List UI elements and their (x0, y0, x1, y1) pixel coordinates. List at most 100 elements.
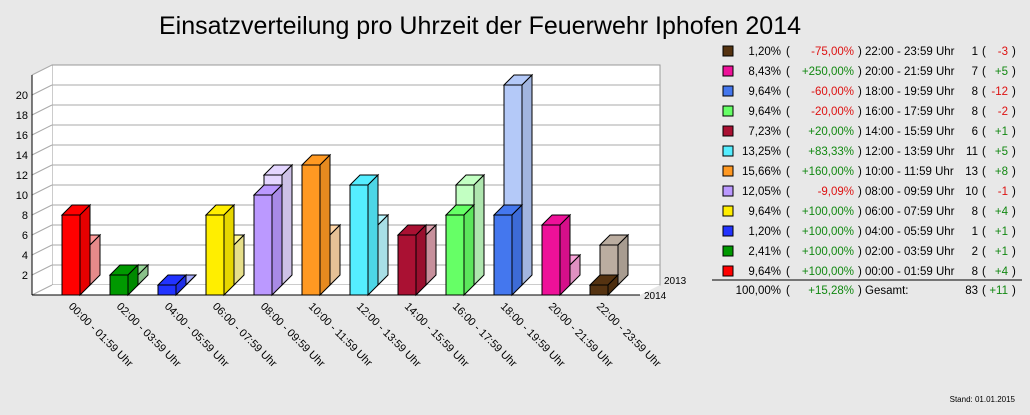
footer-date: Stand: 01.01.2015 (950, 395, 1016, 404)
legend-percent: 1,20% (748, 46, 781, 58)
legend-diff: -3 (998, 46, 1008, 58)
legend-diff: +1 (995, 126, 1008, 138)
y-tick-label: 16 (16, 130, 28, 142)
legend-paren: ) (1012, 106, 1016, 118)
bar-2014-side (415, 223, 427, 297)
legend-count: 13 (965, 166, 978, 178)
legend-paren: ) (1012, 146, 1016, 158)
legend-percent: 9,64% (748, 266, 781, 278)
bar-2014-side (559, 213, 571, 297)
legend-range: 04:00 - 05:59 Uhr (865, 226, 955, 238)
legend-change: -20,00% (811, 106, 854, 118)
legend-count: 11 (966, 146, 978, 158)
bar-2014-front (301, 164, 321, 296)
legend-count: 8 (972, 206, 978, 218)
series-label-2014: 2014 (644, 291, 667, 302)
grid-diagonal (31, 144, 53, 156)
bar-2014-front (493, 214, 513, 296)
legend-paren: ( (982, 246, 986, 258)
bar-2014-side (319, 153, 331, 297)
bar-2014-side (127, 263, 139, 297)
legend-paren: ( (786, 285, 790, 297)
bar-2014-side (607, 273, 619, 297)
legend-paren: ( (982, 66, 986, 78)
legend-paren: ( (982, 86, 986, 98)
legend-range: 14:00 - 15:59 Uhr (865, 126, 955, 138)
legend-paren: ) (1012, 66, 1016, 78)
legend-count: 10 (965, 186, 978, 198)
legend-paren: ( (786, 66, 790, 78)
legend-change: +250,00% (802, 66, 854, 78)
chart-title: Einsatzverteilung pro Uhrzeit der Feuerw… (159, 12, 801, 40)
bar-2014-side (367, 173, 379, 297)
legend-row: 9,64%(-60,00%) 18:00 - 19:59 Uhr 8(-12) (722, 85, 1016, 98)
bar-2013-side (521, 73, 533, 287)
grid-diagonal (31, 124, 53, 136)
legend-paren: ( (982, 166, 986, 178)
legend-paren: ) (858, 46, 862, 58)
bar-2014 (108, 263, 140, 297)
legend-range: 02:00 - 03:59 Uhr (865, 246, 955, 258)
legend-paren: ) (1012, 166, 1016, 178)
legend-paren: ( (982, 106, 986, 118)
legend-change: -60,00% (811, 86, 854, 98)
legend-percent: 100,00% (736, 285, 781, 297)
legend-paren: ( (786, 106, 790, 118)
legend-swatch (722, 145, 734, 157)
bar-2014-front (541, 224, 561, 296)
legend-swatch (722, 105, 734, 117)
bar-2014-side (223, 203, 235, 297)
legend-percent: 9,64% (748, 86, 781, 98)
grid-diagonal (31, 264, 53, 276)
y-tick-label: 8 (22, 210, 28, 222)
legend-paren: ( (786, 186, 790, 198)
legend-percent: 1,20% (748, 226, 781, 238)
bar-2013-side (473, 173, 485, 287)
bar-2014 (540, 213, 572, 297)
bar-2014-front (61, 214, 81, 296)
legend-row: 1,20%(+100,00%) 04:00 - 05:59 Uhr 1(+1) (722, 225, 1016, 238)
series-label-2013: 2013 (664, 276, 687, 287)
legend-paren: ) (858, 206, 862, 218)
legend-diff: +11 (989, 285, 1008, 297)
legend-count: 1 (972, 46, 978, 58)
legend-paren: ( (786, 166, 790, 178)
bar-2014-front (349, 184, 369, 296)
legend-diff: +4 (995, 206, 1009, 218)
bar-2014-front (445, 214, 465, 296)
legend-paren: ( (786, 126, 790, 138)
legend-total: 100,00%(+15,28%) Gesamt: 83(+11) (736, 285, 1016, 297)
legend-percent: 2,41% (748, 246, 781, 258)
grid-diagonal (31, 284, 53, 296)
bar-2014-side (271, 183, 283, 297)
y-tick-label: 2 (22, 270, 28, 282)
legend-paren: ) (1012, 46, 1016, 58)
legend-change: +20,00% (808, 126, 854, 138)
legend-count: 6 (972, 126, 978, 138)
bar-2014 (588, 273, 620, 297)
legend-change: +160,00% (802, 166, 854, 178)
legend-swatch (722, 225, 734, 237)
legend-paren: ( (982, 46, 986, 58)
legend-row: 9,64%(+100,00%) 00:00 - 01:59 Uhr 8(+4) (722, 265, 1016, 278)
legend-paren: ( (982, 266, 986, 278)
bar-2014-front (157, 284, 177, 296)
grid-diagonal (31, 244, 53, 256)
legend-paren: ) (858, 186, 862, 198)
legend-paren: ( (982, 206, 986, 218)
legend-paren: ) (858, 266, 862, 278)
bar-2014-front (589, 284, 609, 296)
bar-2014 (348, 173, 380, 297)
bar-2013-side (185, 274, 197, 286)
legend-paren: ) (1012, 266, 1016, 278)
legend-diff: +1 (995, 226, 1008, 238)
legend-percent: 13,25% (742, 146, 781, 158)
legend-paren: ) (858, 285, 862, 297)
legend-row: 9,64%(+100,00%) 06:00 - 07:59 Uhr 8(+4) (722, 205, 1016, 218)
grid-diagonal (31, 84, 53, 96)
legend-paren: ( (982, 186, 986, 198)
legend-paren: ) (858, 166, 862, 178)
legend-row: 8,43%(+250,00%) 20:00 - 21:59 Uhr 7(+5) (722, 65, 1016, 78)
bar-2014-side (175, 273, 187, 297)
